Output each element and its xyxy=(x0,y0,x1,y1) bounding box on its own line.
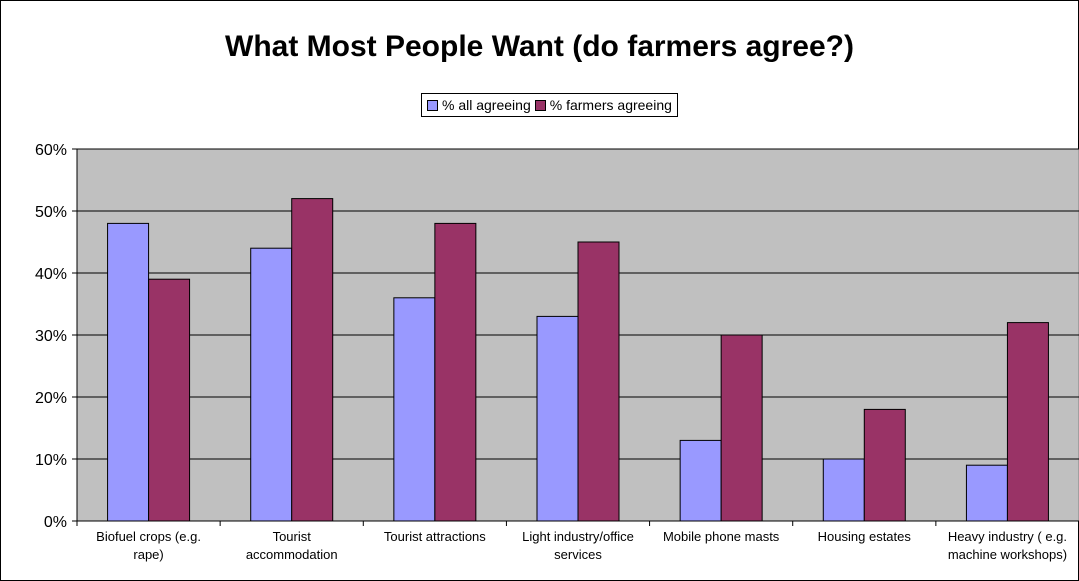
x-tick-label: Mobile phone masts xyxy=(663,529,780,544)
bar-all xyxy=(107,222,150,522)
legend-swatch xyxy=(427,99,438,111)
bar-farmers xyxy=(148,278,191,522)
x-tick-label: Heavy industry ( e.g. machine workshops) xyxy=(948,529,1067,562)
y-tick-label: 20% xyxy=(35,390,67,407)
bar-all xyxy=(965,464,1008,522)
bar-all xyxy=(536,315,579,522)
bar-all xyxy=(393,297,436,522)
bar-farmers xyxy=(434,222,477,522)
bar-all xyxy=(250,247,293,522)
y-tick-label: 30% xyxy=(35,328,67,345)
legend-swatch xyxy=(534,99,546,111)
y-tick-label: 10% xyxy=(35,452,67,469)
chart-title: What Most People Want (do farmers agree?… xyxy=(225,30,854,63)
y-tick-label: 0% xyxy=(44,514,67,531)
bar-farmers xyxy=(1006,322,1049,522)
y-tick-label: 60% xyxy=(35,142,67,159)
bar-farmers xyxy=(863,408,906,522)
x-tick-label: Light industry/office services xyxy=(522,529,634,562)
x-tick-label: Tourist accommodation xyxy=(246,529,338,562)
bar-farmers xyxy=(291,198,334,522)
x-tick-label: Tourist attractions xyxy=(384,529,486,544)
bar-farmers xyxy=(577,241,620,522)
bar-all xyxy=(822,458,865,522)
legend-label: % farmers agreeing xyxy=(549,97,672,113)
legend: % all agreeing % farmers agreeing xyxy=(421,93,678,117)
y-tick-label: 50% xyxy=(35,204,67,221)
x-tick-label: Biofuel crops (e.g. rape) xyxy=(96,529,201,562)
y-tick-label: 40% xyxy=(35,266,67,283)
bar-all xyxy=(679,439,722,522)
legend-label: % all agreeing xyxy=(442,97,531,113)
x-tick-label: Housing estates xyxy=(818,529,912,544)
legend-entry: % farmers agreeing xyxy=(534,97,672,113)
bar-farmers xyxy=(720,334,763,522)
legend-entry: % all agreeing xyxy=(427,97,531,113)
